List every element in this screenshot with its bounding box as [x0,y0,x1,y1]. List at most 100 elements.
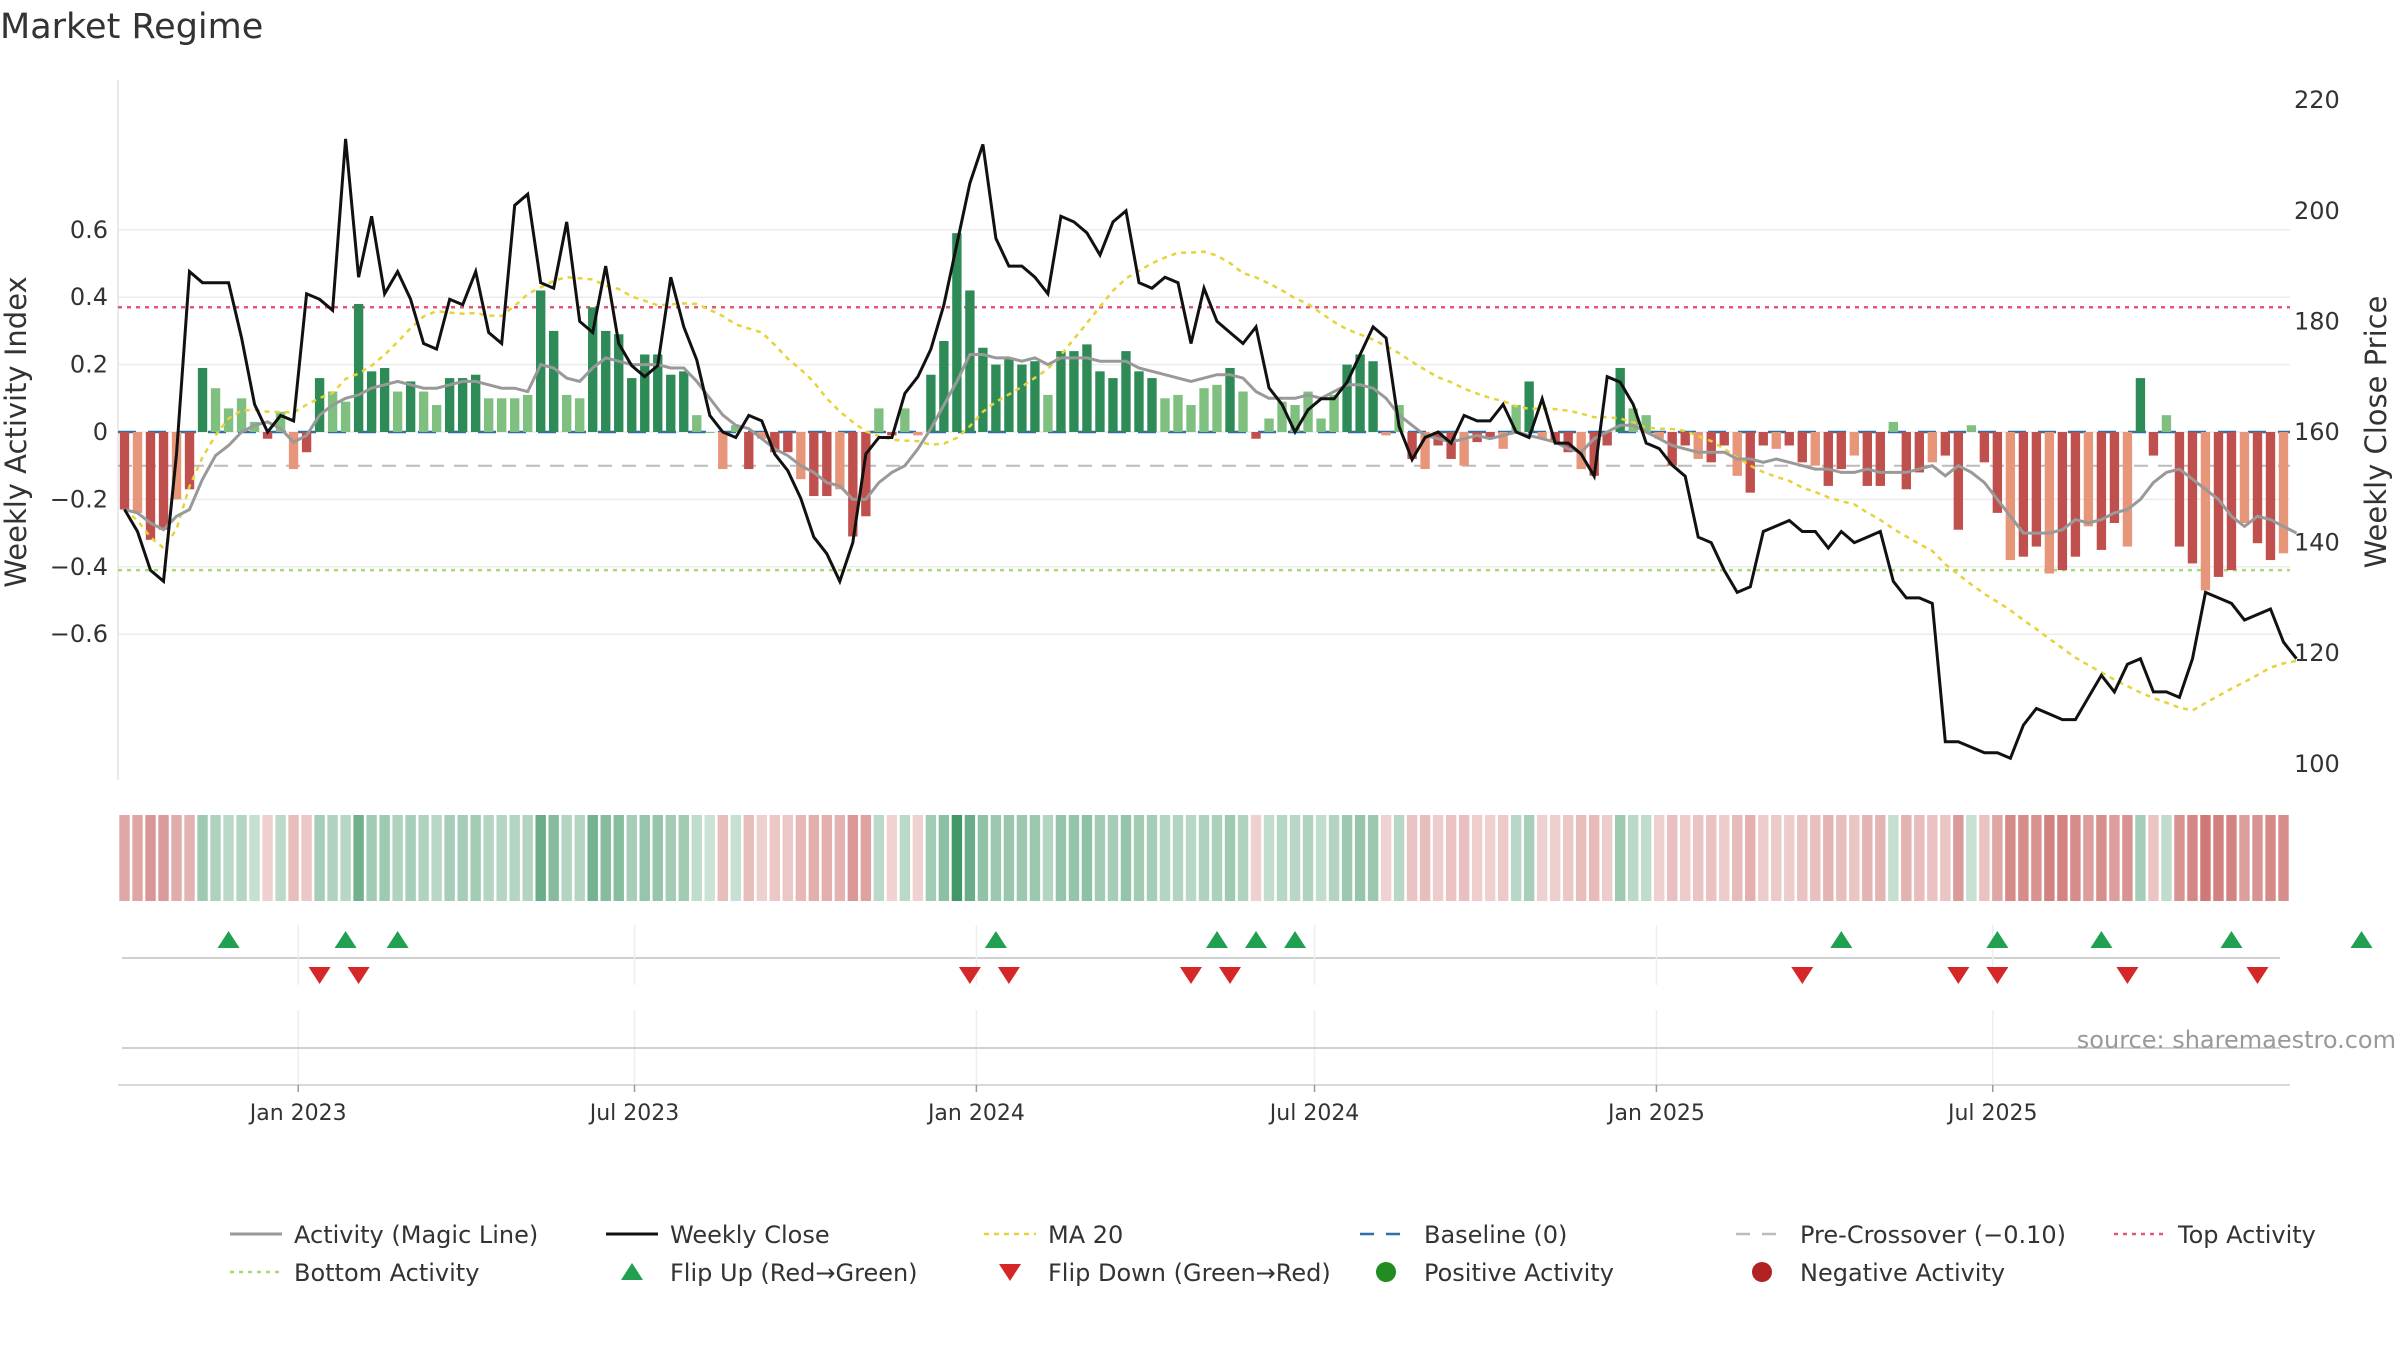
activity-bar [1225,367,1235,432]
activity-bar [835,432,845,490]
right-tick-label: 140 [2294,529,2340,557]
regime-cell [1927,815,1938,901]
regime-cell [1042,815,1054,901]
right-axis-ticks: 220 200 180 160 140 120 100 [2294,86,2340,778]
flip-up-marker [1206,931,1229,948]
regime-cell [1354,815,1366,901]
activity-bar [770,432,780,453]
flip-markers [122,925,2373,985]
regime-cell [1445,815,1457,901]
activity-bar [1342,364,1352,432]
activity-bar [2174,432,2185,547]
regime-cell [1680,815,1691,901]
series-lines [123,138,2298,761]
regime-cell [1940,815,1951,901]
activity-bar [1095,371,1105,432]
legend-label: Baseline (0) [1424,1221,1567,1249]
activity-bar [327,391,338,432]
left-tick-label: −0.2 [50,485,108,513]
regime-cell [873,815,885,901]
regime-cell [405,815,416,901]
regime-cell [1133,815,1145,901]
regime-cell [834,815,846,901]
regime-cell [1055,815,1067,901]
activity-bar [1420,432,1430,470]
activity-bar [1615,367,1625,432]
activity-bar [275,411,286,432]
right-tick-label: 160 [2294,418,2340,446]
flip-up-marker [386,931,409,948]
regime-cell [1003,815,1015,901]
regime-cell [1367,815,1379,901]
regime-cell [1224,815,1236,901]
activity-bar [2187,432,2198,564]
activity-bar [549,330,559,432]
regime-cell [223,815,234,901]
activity-bar [2005,432,2016,561]
regime-cell [1797,815,1808,901]
regime-cell [2005,815,2016,901]
regime-cell [496,815,507,901]
activity-bar [874,408,884,432]
flip-down-marker [1986,967,2009,984]
activity-bar [2226,432,2237,571]
regime-cell [1016,815,1028,901]
regime-cell [1667,815,1678,901]
activity-bar [1888,421,1898,432]
activity-bar [965,290,975,432]
activity-bar [2135,378,2146,432]
activity-bar [1758,432,1768,446]
activity-bar [210,388,221,432]
activity-bar [1017,364,1027,432]
activity-bar [653,354,663,432]
legend-label: Pre-Crossover (−0.10) [1800,1221,2066,1249]
regime-cell [392,815,403,901]
flip-down-marker [997,967,1020,984]
regime-cell [1601,815,1613,901]
legend-item: Bottom Activity [230,1259,479,1287]
activity-bar [2252,432,2263,544]
regime-cell [366,815,377,901]
regime-cell [1719,815,1730,901]
regime-cell [912,815,924,901]
activity-bar [601,330,611,432]
regime-cell [1992,815,2003,901]
regime-cell [2187,815,2198,901]
legend-label: Flip Up (Red→Green) [670,1259,918,1287]
regime-cell [535,815,546,901]
regime-cell [1497,815,1509,901]
activity-bar [614,334,624,432]
activity-bar [1030,361,1040,432]
x-tick-label: Jul 2023 [588,1101,680,1126]
regime-cell [1641,815,1652,901]
regime-cell [678,815,689,901]
activity-bar [2213,432,2224,577]
regime-cell [1849,815,1860,901]
x-tick-label: Jan 2023 [248,1101,347,1126]
regime-cell [795,815,807,901]
regime-cell [1458,815,1470,901]
activity-bar [1901,432,1912,490]
regime-cell [1745,815,1756,901]
activity-bar [132,432,143,513]
regime-cell [2044,815,2055,901]
regime-cell [327,815,338,901]
legend-item: Negative Activity [1752,1259,2005,1287]
regime-cell [639,815,650,901]
activity-bar [158,432,169,530]
activity-bar [991,364,1001,432]
regime-cell [1706,815,1717,901]
regime-cell [262,815,273,901]
activity-bar [1082,344,1092,432]
activity-bar [288,432,299,470]
flip-up-marker [1830,931,1853,948]
flip-down-marker [1179,967,1202,984]
regime-cell [782,815,794,901]
activity-bar [1953,432,1964,530]
legend-item: Flip Down (Green→Red) [999,1259,1331,1287]
regime-cell [1302,815,1314,901]
regime-cell [314,815,325,901]
regime-cell [470,815,481,901]
regime-cell [1771,815,1782,901]
activity-bar [952,233,962,432]
